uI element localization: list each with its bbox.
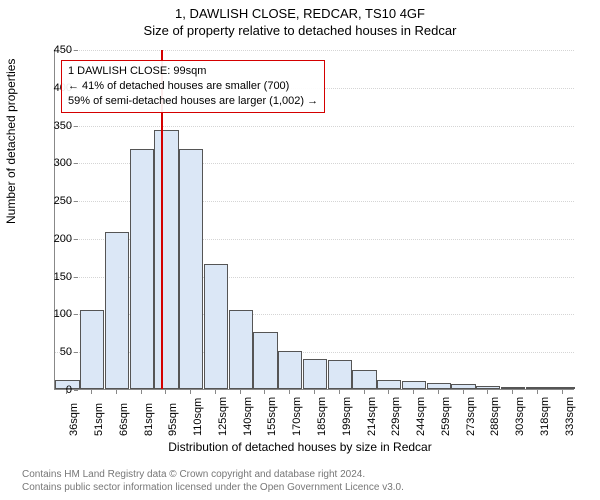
histogram-bar	[427, 383, 451, 389]
histogram-bar	[526, 387, 550, 389]
histogram-bar	[550, 387, 574, 389]
x-tick-mark	[413, 390, 414, 394]
histogram-bar	[253, 332, 277, 389]
x-tick-label: 259sqm	[440, 397, 452, 436]
grid-line	[55, 126, 574, 127]
x-tick-label: 273sqm	[465, 397, 477, 436]
histogram-bar	[154, 130, 178, 389]
histogram-bar	[377, 380, 401, 389]
histogram-bar	[105, 232, 129, 389]
y-tick-label: 450	[32, 44, 72, 56]
y-tick-label: 50	[32, 346, 72, 358]
y-tick-label: 300	[32, 157, 72, 169]
histogram-bar	[278, 351, 302, 389]
histogram-bar	[179, 149, 203, 389]
x-tick-label: 155sqm	[266, 397, 278, 436]
histogram-bar	[402, 381, 426, 389]
histogram-bar	[328, 360, 352, 389]
x-tick-mark	[339, 390, 340, 394]
x-tick-mark	[165, 390, 166, 394]
x-tick-mark	[562, 390, 563, 394]
x-tick-mark	[463, 390, 464, 394]
x-tick-label: 214sqm	[366, 397, 378, 436]
x-tick-mark	[537, 390, 538, 394]
footer-line1: Contains HM Land Registry data © Crown c…	[22, 468, 404, 481]
x-tick-label: 51sqm	[93, 403, 105, 436]
x-tick-mark	[314, 390, 315, 394]
x-tick-label: 318sqm	[539, 397, 551, 436]
page-title: 1, DAWLISH CLOSE, REDCAR, TS10 4GF	[0, 6, 600, 21]
x-tick-mark	[388, 390, 389, 394]
x-tick-mark	[487, 390, 488, 394]
histogram-chart: Number of detached properties Distributi…	[0, 44, 600, 444]
y-tick-label: 150	[32, 271, 72, 283]
x-tick-label: 199sqm	[341, 397, 353, 436]
x-axis-title: Distribution of detached houses by size …	[0, 440, 600, 454]
x-tick-label: 333sqm	[564, 397, 576, 436]
histogram-bar	[352, 370, 376, 389]
y-tick-label: 100	[32, 308, 72, 320]
x-tick-mark	[91, 390, 92, 394]
x-tick-mark	[512, 390, 513, 394]
grid-line	[55, 50, 574, 51]
histogram-bar	[451, 384, 475, 389]
x-tick-label: 244sqm	[415, 397, 427, 436]
x-tick-mark	[190, 390, 191, 394]
y-axis-label: Number of detached properties	[4, 59, 18, 224]
x-tick-mark	[240, 390, 241, 394]
annotation-line: 1 DAWLISH CLOSE: 99sqm	[68, 64, 318, 79]
page-subtitle: Size of property relative to detached ho…	[0, 23, 600, 38]
histogram-bar	[303, 359, 327, 389]
y-tick-label: 200	[32, 233, 72, 245]
x-tick-label: 110sqm	[192, 398, 204, 436]
x-tick-label: 81sqm	[143, 403, 155, 436]
x-tick-label: 95sqm	[167, 403, 179, 436]
y-tick-label: 250	[32, 195, 72, 207]
histogram-bar	[229, 310, 253, 389]
footer-line2: Contains public sector information licen…	[22, 481, 404, 494]
histogram-bar	[80, 310, 104, 389]
x-tick-mark	[141, 390, 142, 394]
x-tick-mark	[438, 390, 439, 394]
x-tick-mark	[215, 390, 216, 394]
histogram-bar	[501, 387, 525, 389]
x-tick-mark	[66, 390, 67, 394]
x-tick-label: 185sqm	[316, 397, 328, 436]
x-tick-label: 288sqm	[489, 397, 501, 436]
x-tick-label: 229sqm	[390, 397, 402, 436]
histogram-bar	[204, 264, 228, 389]
x-tick-label: 140sqm	[242, 397, 254, 436]
y-tick-label: 350	[32, 120, 72, 132]
x-tick-mark	[289, 390, 290, 394]
x-tick-label: 303sqm	[514, 397, 526, 436]
annotation-box: 1 DAWLISH CLOSE: 99sqm← 41% of detached …	[61, 60, 325, 113]
histogram-bar	[130, 149, 154, 389]
annotation-line: 59% of semi-detached houses are larger (…	[68, 94, 318, 109]
x-tick-label: 125sqm	[217, 397, 229, 436]
annotation-line: ← 41% of detached houses are smaller (70…	[68, 79, 318, 94]
x-tick-label: 36sqm	[68, 403, 80, 436]
x-tick-mark	[116, 390, 117, 394]
x-tick-mark	[364, 390, 365, 394]
footer-credits: Contains HM Land Registry data © Crown c…	[22, 468, 404, 494]
x-tick-label: 170sqm	[291, 397, 303, 436]
histogram-bar	[476, 386, 500, 389]
x-tick-mark	[264, 390, 265, 394]
x-tick-label: 66sqm	[118, 403, 130, 436]
